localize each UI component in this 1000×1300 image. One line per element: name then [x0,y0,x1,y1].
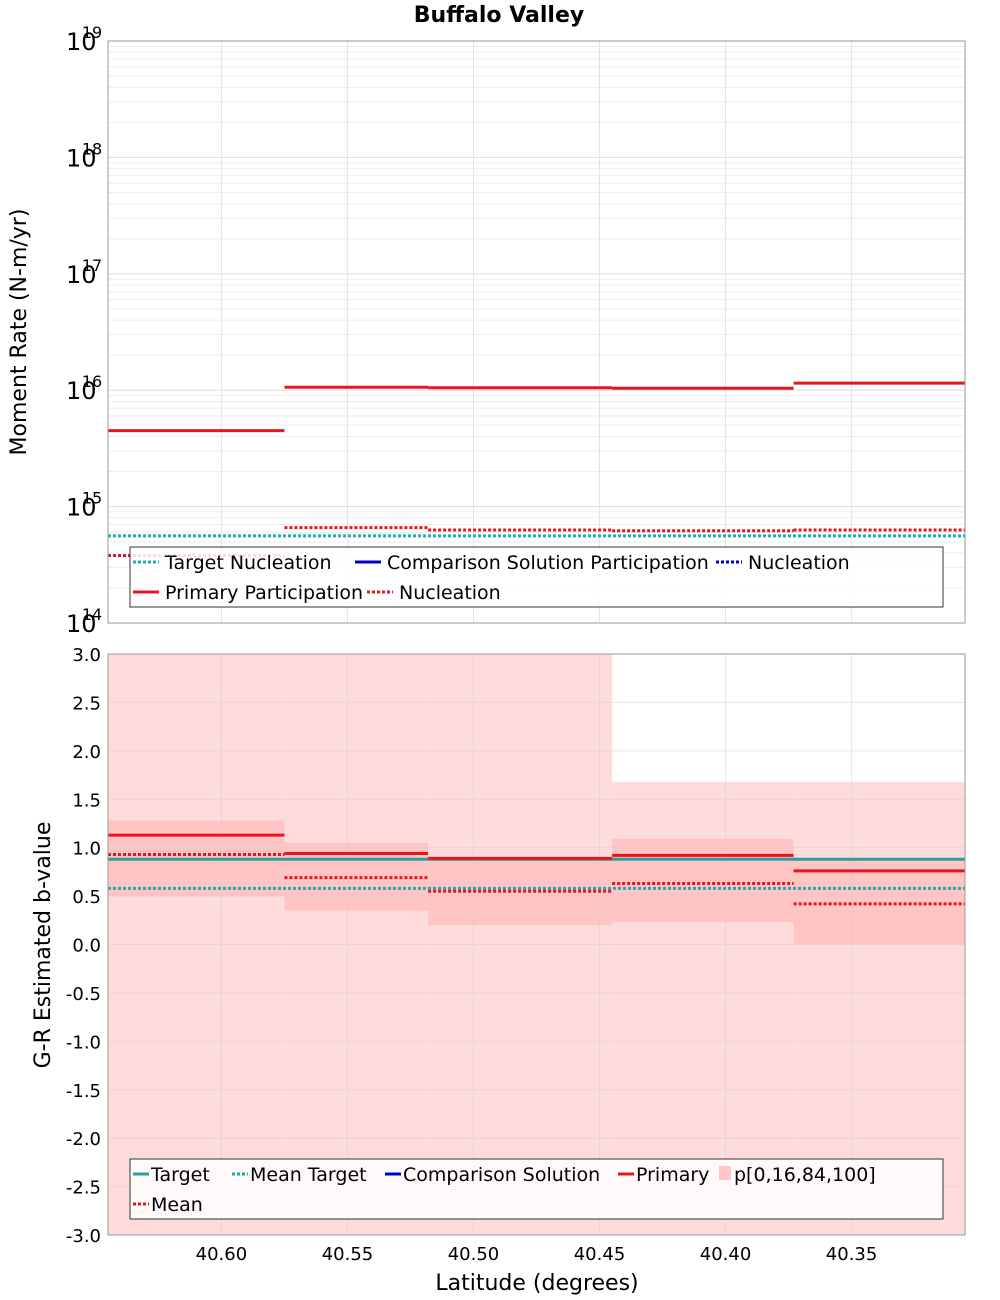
b-value-tick-label: 1.5 [72,790,101,811]
b-value-tick-label: 1.0 [72,839,101,860]
x-axis-label: Latitude (degrees) [435,1271,638,1296]
b-value-y-axis-label: G-R Estimated b-value [31,822,56,1069]
legend-label: Target Nucleation [164,552,332,574]
b-value-tick-label: 0.5 [72,887,101,908]
b-value-tick-label: 2.0 [72,742,101,763]
moment-rate-plot-frame [107,40,966,624]
b-value-tick-label: -3.0 [66,1226,101,1247]
chart-title: Buffalo Valley [414,3,584,28]
moment-rate-tick-exponent: 18 [82,139,102,158]
b-value-tick-label: 0.0 [72,936,101,957]
moment-rate-tick-label: 10 [66,261,97,289]
legend-label: Mean Target [250,1164,367,1186]
legend-label: Mean [151,1194,203,1216]
moment-rate-tick-exponent: 19 [82,23,102,42]
moment-rate-tick-label: 10 [66,144,97,172]
moment-rate-tick-exponent: 15 [82,489,102,508]
legend-swatch [719,1166,731,1180]
b-value-tick-label: 2.5 [72,693,101,714]
b-value-marks [108,833,965,906]
b-value-plot-frame [107,653,966,1236]
b-value-tick-label: -0.5 [66,984,101,1005]
percentile-band-16-84 [612,838,794,923]
b-value-tick-label: -1.5 [66,1081,101,1102]
x-tick-label: 40.60 [196,1244,248,1265]
b-value-tick-label: -1.0 [66,1032,101,1053]
legend-label: Primary [636,1164,709,1186]
b-value-tick-label: -2.0 [66,1129,101,1150]
x-axis-ticks: 40.60 40.55 40.50 40.45 40.40 40.35 [196,1244,878,1265]
moment-rate-tick-exponent: 14 [82,605,102,624]
legend-label: p[0,16,84,100] [734,1164,876,1186]
b-value-tick-label: -2.5 [66,1178,101,1199]
x-tick-label: 40.55 [322,1244,374,1265]
moment-rate-gridlines [108,41,965,624]
moment-rate-tick-label: 10 [66,377,97,405]
moment-rate-tick-label: 10 [66,28,97,56]
moment-rate-y-axis-label: Moment Rate (N-m/yr) [7,209,32,456]
x-tick-label: 40.35 [826,1244,878,1265]
b-value-tick-label: 3.0 [72,645,101,666]
percentile-band-16-84 [793,859,965,945]
legend-label: Comparison Solution Participation [387,552,709,574]
moment-rate-legend: Target Nucleation Comparison Solution Par… [129,546,944,608]
moment-rate-plot-area [108,41,965,623]
moment-rate-tick-label: 10 [66,494,97,522]
legend-label: Nucleation [399,582,501,604]
moment-rate-tick-exponent: 17 [82,256,102,275]
b-value-legend: Target Mean Target Comparison Solution Prim… [129,1158,944,1220]
x-tick-label: 40.45 [574,1244,626,1265]
x-tick-label: 40.50 [448,1244,500,1265]
legend-label: Target [150,1164,210,1186]
legend-label: Comparison Solution [403,1164,600,1186]
legend-label: Nucleation [748,552,850,574]
b-value-y-ticks: 3.0 2.5 2.0 1.5 1.0 0.5 0.0 -0.5 -1.0 -1.5 -2.0 -2.… [66,645,101,1247]
moment-rate-tick-label: 10 [66,610,97,638]
legend-label: Primary Participation [165,582,363,604]
moment-rate-tick-exponent: 16 [82,372,102,391]
moment-rate-legend-box [129,546,944,608]
b-value-panel: 3.0 2.5 2.0 1.5 1.0 0.5 0.0 -0.5 -1.0 -1.5 -2.0 -2.… [31,645,966,1247]
b-value-legend-box [129,1158,944,1220]
x-tick-label: 40.40 [700,1244,752,1265]
